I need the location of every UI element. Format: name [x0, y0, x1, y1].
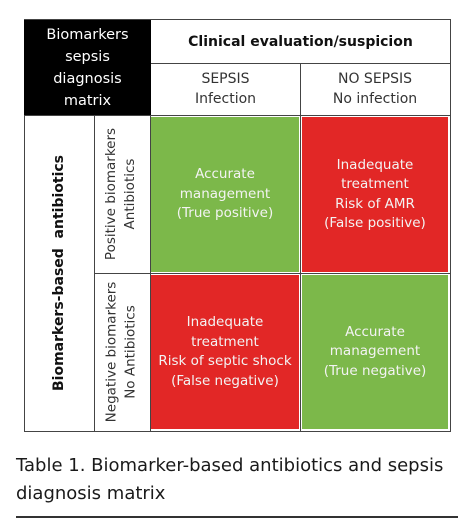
- border-bottom: [24, 431, 451, 432]
- caption-rule: [16, 516, 458, 518]
- row-header-positive: Positive biomarkers Antibiotics: [103, 127, 139, 261]
- column-header-no-sepsis: NO SEPSIS No infection: [332, 71, 418, 107]
- row-header-negative: Negative biomarkers No Antibiotics: [103, 281, 139, 423]
- border-left: [24, 19, 25, 431]
- matrix-table: Biomarkers sepsis diagnosis matrix Clini…: [24, 19, 451, 432]
- divider-header-bottom: [24, 115, 451, 116]
- cell-true-negative: Accurate management (True negative): [302, 275, 448, 429]
- row-header-positive-wrap: Positive biomarkers Antibiotics: [94, 115, 149, 273]
- border-top: [24, 19, 451, 20]
- divider-col-mid: [300, 63, 301, 431]
- divider-row-sublabel: [150, 19, 151, 431]
- column-group-header: Clinical evaluation/suspicion: [188, 33, 413, 50]
- corner-title: Biomarkers sepsis diagnosis matrix: [24, 20, 151, 115]
- cell-false-negative: Inadequate treatment Risk of septic shoc…: [151, 275, 299, 429]
- divider-header-mid: [151, 63, 451, 64]
- cell-false-positive: Inadequate treatment Risk of AMR (False …: [302, 117, 448, 272]
- row-group-header: Biomarkers-based antibiotics: [51, 154, 68, 392]
- column-header-sepsis: SEPSIS Infection: [194, 71, 257, 107]
- divider-row-mid: [94, 273, 451, 274]
- table-caption: Table 1. Biomarker-based antibiotics and…: [16, 455, 444, 504]
- row-header-negative-wrap: Negative biomarkers No Antibiotics: [94, 273, 149, 431]
- cell-true-positive: Accurate management (True positive): [151, 117, 299, 272]
- row-group-header-wrap: Biomarkers-based antibiotics: [24, 115, 94, 431]
- border-right: [450, 19, 451, 431]
